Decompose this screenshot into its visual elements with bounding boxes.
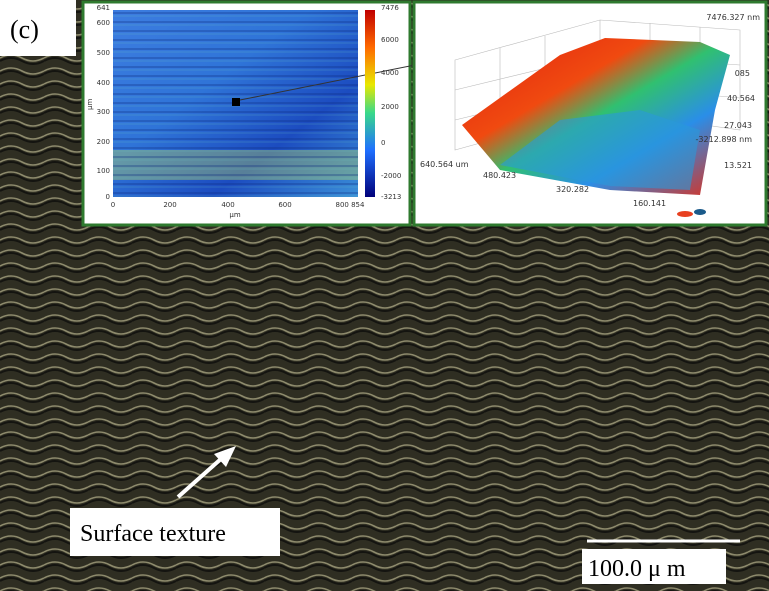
y-tick: 200 (97, 138, 110, 146)
colorbar-tick: -3213 (381, 193, 401, 201)
axis-label: 640.564 um (420, 160, 469, 169)
x-label: μm (229, 211, 240, 219)
arrow-head (214, 446, 236, 467)
y-tick: 100 (97, 167, 110, 175)
colorbar-tick: 0 (381, 139, 385, 147)
colorbar-tick: 2000 (381, 103, 399, 111)
panel-label: (c) (10, 15, 39, 44)
annotation-box (70, 508, 280, 556)
inset-2d: 641 600 500 400 300 200 100 0 μm 0 200 4… (81, 0, 431, 227)
y-tick: 600 (97, 19, 110, 27)
x-tick: 400 (221, 201, 234, 209)
scale-label: 100.0 μ m (588, 556, 686, 582)
x-tick: 600 (278, 201, 291, 209)
colorbar-tick: -2000 (381, 172, 401, 180)
y-tick: 400 (97, 79, 110, 87)
axis-label: 40.564 (727, 94, 755, 103)
axis-label: 13.521 (724, 161, 752, 170)
axis-label: 160.141 (633, 199, 666, 208)
y-label: μm (86, 99, 94, 110)
y-tick: 0 (106, 193, 110, 201)
axis-label: 320.282 (556, 185, 589, 194)
x-tick: 200 (163, 201, 176, 209)
axis-label: -3212.898 nm (696, 135, 753, 144)
arrow (176, 456, 224, 499)
axis-label: 480.423 (483, 171, 516, 180)
colorbar-tick: 4000 (381, 69, 399, 77)
colorbar-tick: 6000 (381, 36, 399, 44)
axis-label: 27.043 (724, 121, 752, 130)
axis-label: 7476.327 nm (706, 13, 760, 22)
axis-label: 085 (735, 69, 750, 78)
y-tick: 500 (97, 49, 110, 57)
y-tick: 300 (97, 108, 110, 116)
scale-box (582, 549, 726, 584)
colorbar-tick: 7476 (381, 4, 399, 12)
x-tick: 0 (111, 201, 115, 209)
x-tick: 800 854 (336, 201, 365, 209)
label-box (0, 0, 76, 56)
y-tick: 641 (97, 4, 110, 12)
colorbar (365, 10, 375, 197)
inset-3d: 7476.327 nm 085 40.564 27.043 -3212.898 … (412, 0, 768, 227)
annotation: Surface texture (80, 521, 226, 547)
